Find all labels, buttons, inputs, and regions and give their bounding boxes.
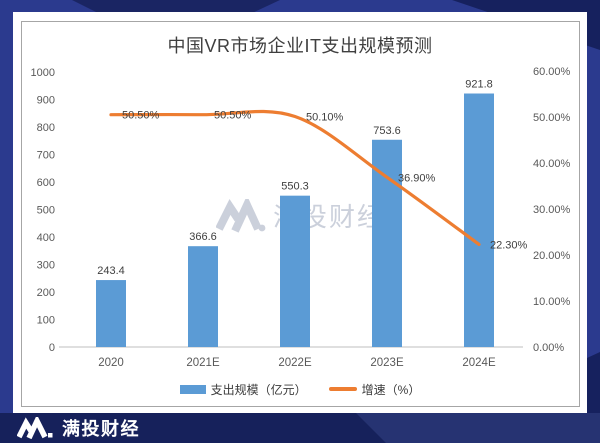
legend-label-growth: 增速（%） — [361, 382, 421, 397]
chart-card: 中国VR市场企业IT支出规模预测 满投财经 0 100 200 300 400 500 60… — [13, 12, 587, 413]
legend-line-swatch — [328, 387, 357, 391]
legend-item-spending: 支出规模（亿元） — [179, 381, 307, 398]
chart-legend: 支出规模（亿元） 增速（%） — [13, 380, 587, 398]
chart-frame — [21, 21, 580, 407]
legend-item-growth: 增速（%） — [328, 381, 421, 398]
brand-bar: 满投财经 — [0, 413, 600, 443]
legend-label-spending: 支出规模（亿元） — [210, 382, 307, 397]
legend-bar-swatch — [179, 384, 206, 394]
brand-logo-icon — [17, 417, 53, 439]
chart-title: 中国VR市场企业IT支出规模预测 — [167, 36, 433, 56]
brand-name: 满投财经 — [62, 419, 140, 439]
